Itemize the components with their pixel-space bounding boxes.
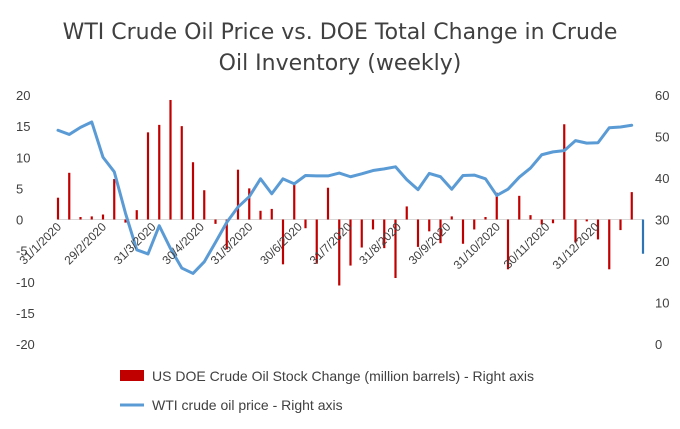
stock-change-bar [270, 208, 273, 220]
legend-bar-label: US DOE Crude Oil Stock Change (million b… [152, 368, 534, 384]
stock-change-bar [405, 206, 408, 220]
stock-change-bar [461, 219, 465, 244]
right-axis-tick-label: 10 [655, 296, 669, 311]
stock-change-bar [608, 219, 611, 270]
stock-change-bar [383, 219, 386, 249]
stock-change-bar [180, 126, 183, 220]
left-axis-tick-label: 5 [16, 181, 23, 196]
left-axis: 20 15 10 5 0 -5 -10 -15 -20 [16, 88, 35, 352]
right-axis-tick-label: 30 [655, 213, 669, 228]
stock-change-bar [79, 217, 82, 220]
stock-change-bar [450, 216, 453, 220]
stock-change-bar [56, 197, 60, 220]
stock-change-bar [281, 219, 285, 265]
stock-change-bar [90, 216, 93, 220]
stock-change-bar [585, 219, 588, 222]
stock-change-bar [574, 219, 577, 243]
stock-change-bar [551, 219, 555, 224]
stock-change-bar [484, 217, 487, 220]
stock-change-bar [248, 188, 251, 220]
wti-price-line [56, 120, 634, 275]
stock-change-bar [124, 219, 127, 223]
stock-change-bar [428, 219, 431, 232]
stock-change-bar [214, 219, 217, 224]
legend: US DOE Crude Oil Stock Change (million b… [120, 368, 534, 413]
stock-change-bar [630, 192, 633, 220]
stock-change-bar [304, 219, 307, 229]
stock-change-bar [540, 219, 543, 225]
stock-change-bar [191, 162, 195, 220]
stock-change-bar [360, 219, 363, 248]
stock-change-bar [326, 187, 330, 220]
stock-change-bar [338, 219, 341, 286]
stock-change-bar [416, 219, 420, 247]
stock-change-bar [596, 219, 600, 240]
chart-title-line-1: WTI Crude Oil Price vs. DOE Total Change… [63, 20, 618, 45]
stock-change-bar [68, 172, 71, 220]
stock-change-bar [439, 219, 442, 244]
left-axis-tick-label: -20 [16, 337, 35, 352]
stock-change-bar [158, 124, 161, 220]
stock-change-bar [619, 219, 622, 231]
stock-change-bar [225, 219, 228, 250]
stock-change-bar [146, 132, 150, 220]
stock-change-bar [506, 219, 510, 270]
left-axis-tick-label: 10 [16, 150, 30, 165]
stock-change-bar [203, 190, 206, 220]
stock-change-bar [113, 179, 116, 220]
stock-change-bar [473, 219, 476, 230]
stock-change-bar [169, 99, 172, 220]
stock-change-bar [135, 210, 138, 220]
stock-change-bar [315, 219, 318, 264]
left-axis-tick-label: -15 [16, 306, 35, 321]
stock-change-bars [56, 99, 645, 286]
left-axis-tick-label: 0 [16, 213, 23, 228]
stock-change-bar [518, 195, 521, 220]
right-axis-tick-label: 50 [655, 130, 669, 145]
right-axis-tick-label: 40 [655, 171, 669, 186]
stock-change-bar [563, 124, 566, 220]
stock-change-bar [641, 219, 645, 254]
legend-bar-swatch [120, 370, 144, 381]
stock-change-bar [529, 215, 532, 220]
left-axis-tick-label: 20 [16, 88, 30, 103]
stock-change-bar [495, 192, 498, 220]
stock-change-bar [349, 219, 352, 266]
right-axis: 60 50 40 30 20 10 0 [655, 88, 669, 352]
right-axis-tick-label: 0 [655, 337, 662, 352]
stock-change-bar [371, 219, 375, 230]
stock-change-bar [394, 219, 397, 279]
right-axis-tick-label: 60 [655, 88, 669, 103]
chart-title-line-2: Oil Inventory (weekly) [219, 51, 462, 76]
stock-change-bar [293, 183, 296, 220]
stock-change-bar [101, 214, 105, 220]
left-axis-tick-label: -5 [16, 244, 28, 259]
right-axis-tick-label: 20 [655, 254, 669, 269]
left-axis-tick-label: 15 [16, 119, 30, 134]
stock-change-bar [236, 169, 240, 220]
legend-line-label: WTI crude oil price - Right axis [152, 397, 343, 413]
stock-change-bar [259, 210, 262, 220]
left-axis-tick-label: -10 [16, 275, 35, 290]
